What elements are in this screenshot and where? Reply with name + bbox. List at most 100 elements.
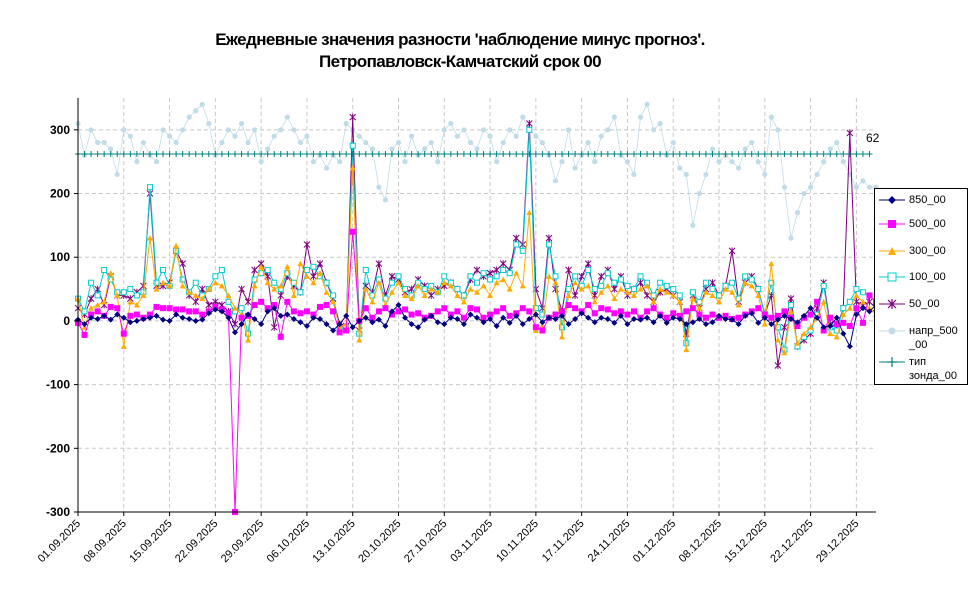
- data-point: [775, 127, 781, 133]
- data-point: [434, 319, 441, 326]
- data-point: [545, 241, 552, 248]
- data-point: [617, 286, 624, 292]
- data-point: [670, 314, 677, 321]
- data-point: [251, 151, 258, 158]
- data-point: [317, 303, 324, 310]
- data-point: [774, 337, 781, 343]
- data-point: [310, 279, 317, 286]
- data-point: [303, 266, 310, 273]
- data-point: [199, 316, 206, 323]
- data-point: [186, 308, 193, 315]
- data-point: [487, 276, 494, 283]
- x-tick-label: 22.12.2025: [768, 518, 815, 565]
- data-point: [833, 327, 840, 334]
- data-point: [781, 312, 788, 319]
- data-point: [768, 321, 775, 328]
- data-point: [611, 285, 618, 293]
- data-point: [441, 321, 448, 328]
- data-point: [402, 306, 409, 313]
- data-point: [827, 146, 833, 152]
- data-point: [323, 165, 330, 171]
- data-point: [487, 292, 494, 298]
- data-point: [742, 279, 749, 286]
- data-point: [441, 279, 448, 286]
- data-point: [539, 151, 546, 158]
- data-point: [173, 306, 180, 313]
- data-point: [388, 272, 396, 280]
- data-point: [729, 316, 736, 323]
- data-point: [709, 286, 716, 293]
- data-point: [173, 242, 180, 249]
- x-tick-label: 29.12.2025: [814, 518, 861, 565]
- x-tick-label: 10.11.2025: [494, 518, 541, 565]
- data-point: [323, 279, 330, 286]
- data-point: [703, 171, 709, 178]
- data-point: [643, 291, 651, 299]
- data-point: [101, 266, 108, 273]
- x-tick-label: 08.12.2025: [677, 518, 724, 565]
- data-point: [657, 120, 663, 127]
- data-point: [532, 324, 539, 331]
- data-point: [709, 151, 716, 158]
- data-point: [833, 314, 840, 321]
- data-point: [127, 298, 134, 305]
- data-point: [454, 286, 461, 293]
- data-point: [493, 273, 500, 280]
- legend-label-cont: _00: [909, 339, 928, 351]
- data-point: [572, 273, 579, 280]
- data-point: [840, 305, 847, 312]
- data-point: [153, 303, 160, 310]
- data-point: [94, 316, 101, 323]
- data-point: [133, 317, 140, 324]
- data-point: [630, 151, 637, 158]
- data-point: [402, 159, 408, 165]
- data-point: [264, 266, 271, 273]
- data-point: [506, 151, 513, 158]
- y-tick-label: 200: [50, 187, 70, 201]
- data-point: [794, 319, 801, 326]
- data-point: [761, 151, 768, 158]
- data-point: [441, 127, 447, 133]
- data-point: [218, 308, 225, 315]
- data-point: [395, 273, 402, 280]
- data-point: [460, 298, 467, 305]
- data-point: [702, 314, 709, 321]
- data-point: [447, 282, 454, 289]
- data-point: [428, 286, 435, 292]
- data-point: [663, 289, 670, 295]
- data-point: [205, 286, 212, 292]
- data-point: [133, 151, 140, 158]
- data-point: [231, 305, 238, 311]
- data-point: [702, 279, 709, 286]
- data-point: [774, 151, 781, 158]
- data-point: [121, 127, 127, 133]
- data-point: [375, 308, 382, 315]
- data-point: [88, 314, 95, 321]
- data-point: [264, 151, 271, 158]
- data-point: [323, 321, 330, 328]
- data-point: [506, 270, 513, 277]
- data-point: [369, 151, 376, 158]
- data-point: [814, 298, 821, 305]
- data-point: [657, 312, 664, 319]
- data-point: [702, 151, 709, 158]
- data-point: [336, 329, 343, 336]
- data-point: [572, 305, 579, 312]
- data-point: [127, 319, 134, 326]
- x-tick-label: 13.10.2025: [310, 518, 357, 565]
- data-point: [251, 282, 258, 289]
- data-point: [238, 120, 245, 127]
- data-point: [454, 316, 461, 323]
- data-point: [644, 282, 651, 289]
- data-point: [87, 295, 95, 303]
- x-tick-label: 08.09.2025: [81, 518, 128, 565]
- x-tick-label: 15.12.2025: [723, 518, 770, 565]
- data-point: [206, 120, 212, 127]
- data-point: [388, 279, 395, 286]
- data-point: [146, 184, 153, 191]
- data-point: [696, 316, 703, 323]
- data-point: [624, 311, 631, 318]
- data-point: [467, 305, 474, 312]
- legend-swatch-100: [879, 272, 905, 282]
- data-point: [677, 165, 683, 171]
